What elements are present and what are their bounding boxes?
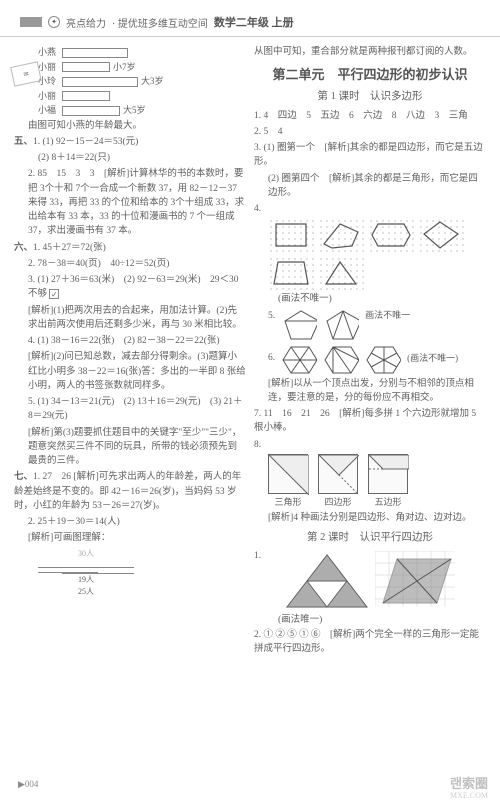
lesson-title: 第 1 课时 认识多边形: [254, 89, 486, 105]
page-number: ▶004: [18, 779, 38, 790]
brand-text: 亮点给力: [66, 15, 106, 30]
q-note: [解析]以从一个顶点出发，分别与不相邻的顶点相连，要注意的是，分的每份应不再相交…: [254, 377, 486, 406]
triangle-figure: [281, 551, 369, 611]
q-text: 1. 4 四边 5 五边 6 六边 8 八边 3 三角: [254, 109, 486, 123]
q-text: 1. (1) 92－15－24＝53(元): [33, 137, 138, 147]
right-column: 从图中可知，重合部分就是两种报刊都订阅的人数。 第二单元 平行四边形的初步认识 …: [254, 45, 486, 658]
lesson-title: 第 2 课时 认识平行四边形: [254, 530, 486, 546]
grid-parallelogram: [375, 551, 455, 607]
q5-label: 5.: [268, 309, 275, 341]
hexagon-row: 6. (画法不唯一): [268, 343, 486, 375]
q1-label: 1.: [254, 549, 261, 563]
q-text: 2. 78－38＝40(页) 40÷12＝52(页): [14, 257, 246, 271]
shape-note: 画法不唯一: [365, 309, 410, 341]
bracket-note: 由图可知小燕的年龄最大。: [14, 119, 246, 133]
q-note: [解析](1)把两次用去的合起来，用加法计算。(2)先求出前两次使用后还剩多少米…: [14, 304, 246, 333]
intro-text: 从图中可知，重合部分就是两种报刊都订阅的人数。: [254, 45, 486, 59]
q-note: [解析]4 种画法分别是四边形、角对边、边对边。: [254, 511, 486, 525]
series-text: · 提优班多维互动空间: [112, 15, 208, 30]
dotgrid-shapes: [268, 218, 486, 290]
q-text: 4. (1) 38－16＝22(张) (2) 82－38－22＝22(张): [14, 334, 246, 348]
q-text: 7. 11 16 21 26 [解析]每多拼 1 个六边形就增加 5 根小棒。: [254, 407, 486, 436]
header-logo-icon: ✦: [48, 16, 60, 28]
q8-label: 8.: [254, 438, 486, 452]
q-text: 2. 25＋19－30＝14(人): [14, 515, 246, 529]
q-text: 2. ① ② ⑤ ① ⑥ [解析]两个完全一样的三角形一定能拼成平行四边形。: [254, 628, 486, 657]
q-text: 3. (1) 圈第一个 [解析]其余的都是四边形，而它是五边形。: [254, 141, 486, 170]
section-label: 七、: [14, 472, 33, 482]
q-text: 1. 45＋27＝72(张): [33, 243, 106, 253]
bracket-row: 小燕: [38, 46, 246, 60]
section-label: 五、: [14, 137, 33, 147]
fold-row: 三角形 四边形 五边形: [268, 454, 486, 510]
q-text: 1. 27 26: [33, 472, 71, 482]
subject-text: 数学二年级 上册: [214, 14, 294, 30]
watermark: 랜索圈: [450, 773, 488, 792]
main-content: 小燕 小丽 小7岁 小玲 大3岁 小丽 小福 大5岁 由图可知小燕的年龄最大。 …: [0, 37, 500, 666]
header-decor-bar: [20, 17, 42, 27]
q-text: 2. 85 15 3 3 [解析]计算林华的书的本数时，要把 3个十和 7个一合…: [14, 167, 246, 238]
bracket-row: 小福 大5岁: [38, 104, 246, 118]
bracket-row: 小玲 大3岁: [38, 75, 246, 89]
q4-label: 4.: [254, 202, 486, 216]
q-note: [解析]第(3)题要抓住题目中的关键字"至少""三少"，题意突然买三件不同的玩具…: [14, 426, 246, 469]
fold-label: 三角形: [268, 496, 308, 510]
fold-label: 五边形: [368, 496, 408, 510]
fold-label: 四边形: [318, 496, 358, 510]
q-text: 3. (1) 27＋36＝63(米) (2) 92－63＝29(米) 29＜30…: [14, 273, 246, 302]
watermark-sub: MXE.COM: [450, 791, 488, 800]
q-text: 5. (1) 34－13＝21(元) (2) 13＋16＝29(元) (3) 2…: [14, 395, 246, 424]
shape-note: (画法不唯一): [407, 352, 458, 366]
unit-title: 第二单元 平行四边形的初步认识: [254, 65, 486, 85]
section-label: 六、: [14, 243, 33, 253]
shape-note: (画法不唯一): [254, 292, 486, 306]
page-header: ✦ 亮点给力 · 提优班多维互动空间 数学二年级 上册: [0, 0, 500, 37]
q-note: [解析]可画图理解：: [14, 531, 246, 545]
q6-label: 6.: [268, 351, 275, 365]
checkbox-icon: ✓: [49, 289, 59, 299]
left-column: 小燕 小丽 小7岁 小玲 大3岁 小丽 小福 大5岁 由图可知小燕的年龄最大。 …: [14, 45, 246, 658]
q-text: (2) 8＋14＝22(只): [14, 151, 246, 165]
overlap-diagram: 30人 19人 25人: [38, 548, 246, 598]
l2q1-note-row: (画法唯一): [254, 613, 486, 627]
shape-note: (画法唯一): [254, 613, 322, 627]
pentagon-row: 5. 画法不唯一: [268, 309, 486, 341]
q-note: [解析](2)问已知总数，减去部分得剩余。(3)题算小红比小明多 38－22＝1…: [14, 350, 246, 393]
q-text: (2) 圈第四个 [解析]其余的都是三角形，而它是四边形。: [254, 172, 486, 201]
lesson2-figs: 1.: [254, 549, 486, 613]
bracket-row: 小丽 小7岁: [38, 61, 246, 75]
q-text: 2. 5 4: [254, 125, 486, 139]
bracket-row: 小丽: [38, 90, 246, 104]
